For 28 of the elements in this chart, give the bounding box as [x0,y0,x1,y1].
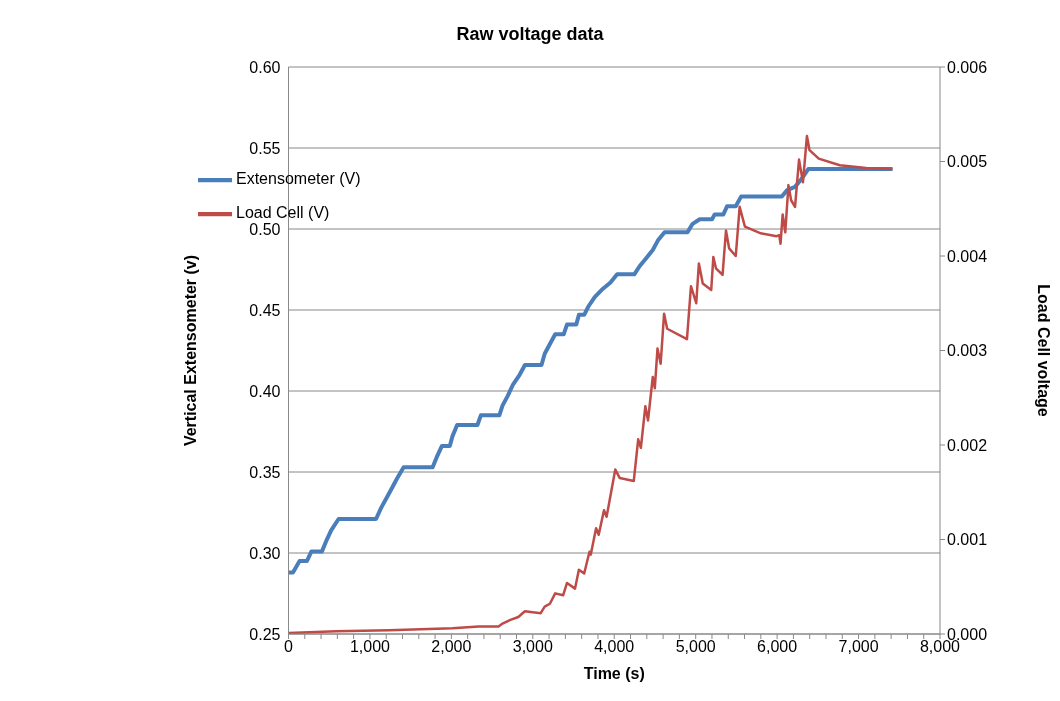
x-tick-label: 3,000 [512,638,553,656]
x-tick-label: 5,000 [675,638,716,656]
y2-axis-title: Load Cell voltage [1035,284,1053,417]
y-tick-label: 0.30 [249,544,281,562]
y2-tick-label: 0.001 [947,531,988,549]
y-tick-label: 0.60 [249,58,281,76]
y-tick-label: 0.55 [249,139,281,157]
chart-title: Raw voltage data [455,24,605,45]
x-tick-label: 1,000 [349,638,391,656]
y-tick-label: 0.40 [249,382,281,400]
x-tick-label: 7,000 [838,638,879,656]
y2-tick-label: 0.006 [947,58,988,76]
x-axis-title: Time (s) [583,665,645,682]
x-tick-label: 0 [284,638,294,656]
y2-tick-label: 0.005 [947,153,988,171]
legend-label: Load Cell (V) [236,204,330,222]
y2-tick-label: 0.002 [947,436,988,454]
y2-tick-label: 0.004 [947,247,988,265]
y-tick-label: 0.35 [249,463,281,481]
x-tick-label: 2,000 [431,638,472,656]
y2-tick-label: 0.003 [947,342,988,360]
y-axis-title: Vertical Extensometer (v) [182,254,200,447]
x-tick-label: 6,000 [757,638,798,656]
y-tick-label: 0.25 [249,625,281,643]
y-tick-label: 0.45 [249,301,281,319]
legend-label: Extensometer (V) [236,170,361,188]
x-tick-label: 4,000 [594,638,635,656]
y-tick-label: 0.50 [249,220,281,238]
